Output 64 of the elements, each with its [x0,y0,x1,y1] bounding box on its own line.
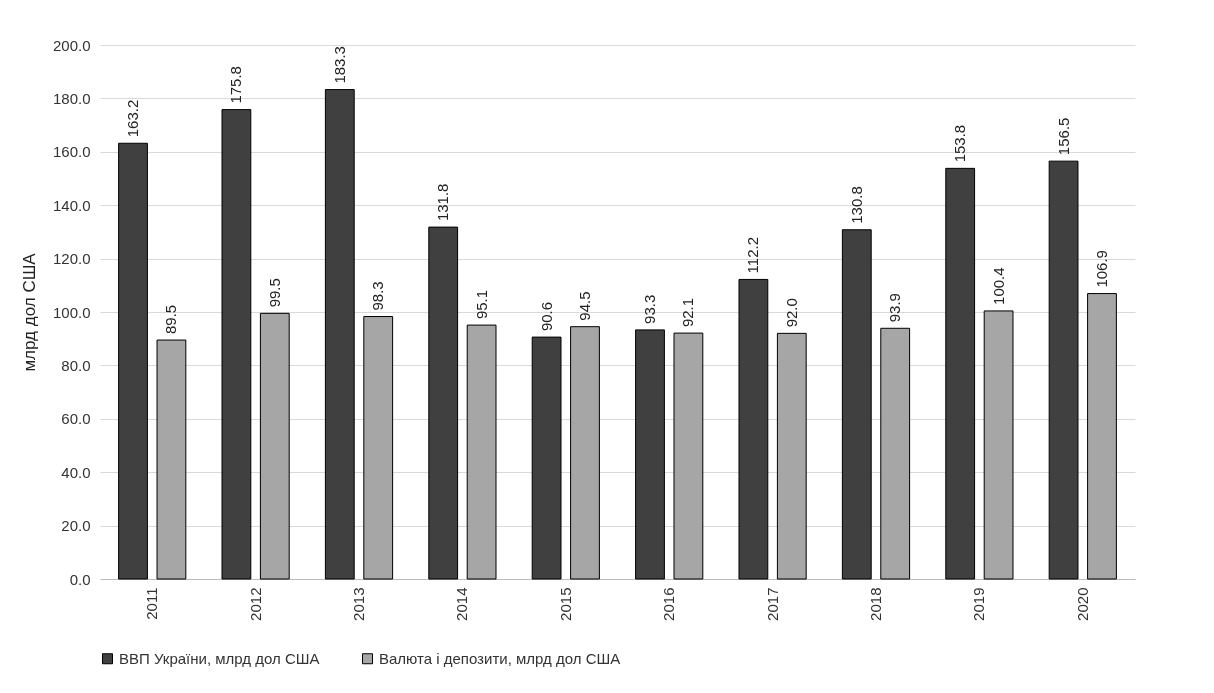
y-axis-title: млрд дол США [19,252,39,372]
bar [738,278,769,580]
data-label: 112.2 [744,236,762,274]
data-label: 89.5 [162,304,180,335]
bar [363,316,394,580]
data-label: 100.4 [989,267,1007,305]
y-tick-label: 120.0 [52,250,91,268]
x-tick-label: 2019 [970,587,988,621]
x-tick-label: 2014 [453,587,471,621]
bar [673,332,704,580]
data-label: 131.8 [434,183,452,222]
bar [118,142,148,580]
y-tick-label: 20.0 [61,517,91,535]
bar [570,326,600,580]
x-tick-label: 2012 [246,587,264,621]
data-label: 130.8 [847,186,865,224]
data-label: 153.8 [951,124,969,163]
data-label: 94.5 [576,291,593,321]
bar [221,109,252,580]
y-tick-label: 100.0 [52,303,91,321]
bar [259,312,290,580]
bar [1087,293,1117,580]
data-label: 90.6 [537,301,555,332]
y-tick-label: 60.0 [61,410,91,428]
y-tick-label: 200.0 [52,36,91,54]
data-label: 93.9 [886,293,904,323]
x-tick-label: 2018 [866,587,884,621]
y-tick-label: 40.0 [61,463,91,481]
data-label: 92.0 [782,298,800,328]
data-label: 98.3 [369,281,387,311]
bar [635,329,665,580]
data-label: 183.3 [330,46,348,84]
y-tick-label: 140.0 [52,196,91,214]
data-label: 95.1 [472,289,490,320]
y-tick-label: 180.0 [52,89,91,107]
data-label: 163.2 [124,99,142,138]
y-tick-label: 80.0 [61,356,91,374]
bar [880,327,911,580]
bar [945,167,976,580]
bar [776,332,807,580]
legend-label: Валюта і депозити, млрд дол США [379,649,621,667]
bar [324,89,355,580]
bar [156,339,187,580]
data-label: 99.5 [265,278,283,308]
data-label: 175.8 [227,66,245,104]
x-tick-label: 2017 [763,587,781,621]
bar [466,324,497,580]
data-label: 92.1 [679,297,697,328]
x-tick-label: 2015 [556,587,574,621]
bar [428,226,459,580]
data-label: 106.9 [1092,250,1110,288]
x-tick-label: 2013 [350,587,368,621]
bar [983,310,1014,580]
data-label: 156.5 [1054,117,1072,156]
bar [841,229,872,580]
x-tick-label: 2020 [1073,587,1091,621]
y-tick-label: 0.0 [69,570,91,588]
x-tick-label: 2011 [143,587,161,620]
data-label: 93.3 [641,294,658,324]
x-tick-label: 2016 [660,587,678,621]
bar [531,336,562,580]
bar [1048,160,1079,580]
legend-label: ВВП України, млрд дол США [119,649,320,667]
y-tick-label: 160.0 [52,143,91,161]
